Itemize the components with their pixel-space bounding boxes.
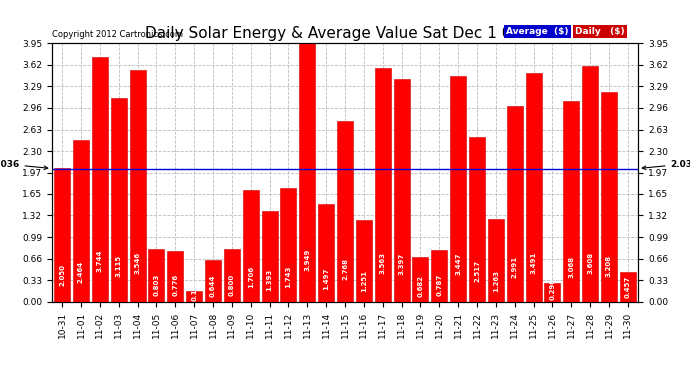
Text: 0.644: 0.644 <box>210 274 216 297</box>
Bar <box>601 92 617 302</box>
Bar <box>375 69 391 302</box>
Text: 0.682: 0.682 <box>417 274 424 297</box>
Text: 0.787: 0.787 <box>436 273 442 296</box>
Text: Daily   ($): Daily ($) <box>575 27 625 36</box>
Bar <box>526 73 542 302</box>
Text: 3.744: 3.744 <box>97 250 103 273</box>
Text: 0.457: 0.457 <box>625 276 631 298</box>
Bar <box>450 76 466 302</box>
Text: 1.251: 1.251 <box>361 270 367 292</box>
Text: 3.546: 3.546 <box>135 252 141 274</box>
Bar <box>488 219 504 302</box>
Bar <box>393 80 410 302</box>
Text: 3.447: 3.447 <box>455 252 461 275</box>
Text: 3.608: 3.608 <box>587 251 593 273</box>
Bar <box>280 188 297 302</box>
Bar <box>92 57 108 302</box>
Text: 3.397: 3.397 <box>399 253 404 275</box>
Text: 2.050: 2.050 <box>59 264 65 286</box>
Title: Daily Solar Energy & Average Value Sat Dec 1 07:19: Daily Solar Energy & Average Value Sat D… <box>145 26 545 40</box>
Bar <box>148 249 164 302</box>
Bar <box>431 251 447 302</box>
Text: 3.949: 3.949 <box>304 249 310 271</box>
Text: 2.464: 2.464 <box>78 260 84 282</box>
Bar <box>262 211 277 302</box>
Text: 3.115: 3.115 <box>116 255 121 278</box>
Text: 0.172: 0.172 <box>191 278 197 300</box>
Bar <box>544 283 560 302</box>
Text: 2.036: 2.036 <box>642 159 690 170</box>
Text: 2.036: 2.036 <box>0 159 48 170</box>
Bar <box>356 220 372 302</box>
Text: 1.743: 1.743 <box>286 266 291 288</box>
Bar <box>620 272 636 302</box>
Text: 1.706: 1.706 <box>248 266 254 288</box>
Text: 0.800: 0.800 <box>229 273 235 296</box>
Text: 3.491: 3.491 <box>531 252 537 274</box>
Bar <box>413 257 428 302</box>
Text: 1.263: 1.263 <box>493 270 499 292</box>
Bar <box>318 204 334 302</box>
Bar <box>167 251 184 302</box>
Bar <box>186 291 202 302</box>
Text: 3.068: 3.068 <box>569 256 574 278</box>
Text: 1.497: 1.497 <box>323 268 329 290</box>
Bar <box>469 137 485 302</box>
Bar <box>54 168 70 302</box>
Text: Average  ($): Average ($) <box>506 27 569 36</box>
Bar <box>243 190 259 302</box>
Text: Copyright 2012 Cartronics.com: Copyright 2012 Cartronics.com <box>52 30 183 39</box>
Bar <box>73 141 89 302</box>
Bar <box>563 101 580 302</box>
Text: 2.768: 2.768 <box>342 258 348 280</box>
Bar <box>299 43 315 302</box>
Text: 0.776: 0.776 <box>172 274 178 296</box>
Bar <box>205 260 221 302</box>
Bar <box>224 249 240 302</box>
Text: 0.290: 0.290 <box>549 278 555 300</box>
Bar <box>582 66 598 302</box>
Text: 3.563: 3.563 <box>380 252 386 274</box>
Text: 2.991: 2.991 <box>512 256 518 278</box>
Text: 3.208: 3.208 <box>606 255 612 277</box>
Bar <box>130 70 146 302</box>
Bar <box>506 106 523 302</box>
Text: 0.803: 0.803 <box>153 273 159 296</box>
Bar <box>110 98 127 302</box>
Text: 1.393: 1.393 <box>266 268 273 291</box>
Text: 2.517: 2.517 <box>474 260 480 282</box>
Bar <box>337 120 353 302</box>
